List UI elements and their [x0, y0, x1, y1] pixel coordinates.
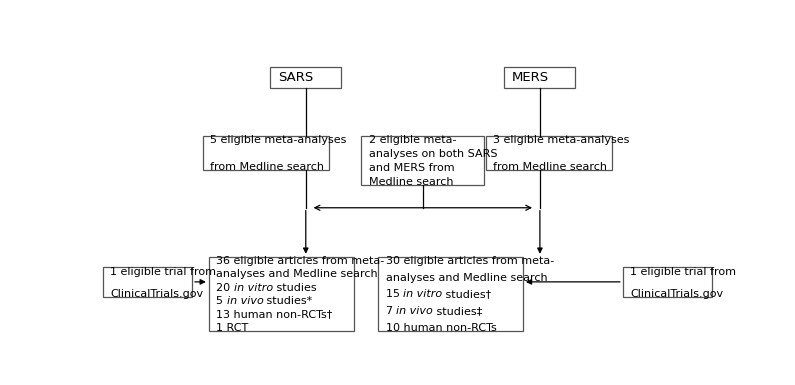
Bar [203, 136, 329, 170]
Text: Medline search: Medline search [369, 177, 453, 187]
Bar [270, 67, 341, 88]
Bar [378, 257, 523, 331]
Text: 15: 15 [386, 290, 403, 300]
Text: 10 human non-RCTs: 10 human non-RCTs [386, 323, 496, 333]
Text: 13 human non-RCTs†: 13 human non-RCTs† [216, 310, 332, 320]
Text: analyses on both SARS: analyses on both SARS [369, 149, 497, 159]
Text: 2 eligible meta-: 2 eligible meta- [369, 135, 456, 145]
Bar [486, 136, 612, 170]
Text: 20: 20 [216, 283, 234, 293]
Bar [505, 67, 576, 88]
Text: analyses and Medline search: analyses and Medline search [216, 270, 378, 280]
Text: from Medline search: from Medline search [494, 162, 607, 172]
Text: SARS: SARS [277, 71, 313, 84]
Text: ClinicalTrials.gov: ClinicalTrials.gov [630, 289, 723, 299]
Bar [103, 267, 192, 297]
Text: 5: 5 [216, 296, 227, 306]
Text: studies*: studies* [263, 296, 312, 306]
Text: 30 eligible articles from meta-: 30 eligible articles from meta- [386, 256, 554, 266]
Text: 36 eligible articles from meta-: 36 eligible articles from meta- [216, 256, 384, 266]
Text: studies‡: studies‡ [433, 306, 482, 316]
Bar [622, 267, 712, 297]
Text: 1 eligible trial from: 1 eligible trial from [630, 266, 736, 276]
Text: in vitro: in vitro [403, 290, 442, 300]
Text: 7: 7 [386, 306, 396, 316]
Text: and MERS from: and MERS from [369, 163, 454, 173]
Text: from Medline search: from Medline search [210, 162, 324, 172]
Text: ClinicalTrials.gov: ClinicalTrials.gov [111, 289, 204, 299]
Text: in vivo: in vivo [227, 296, 263, 306]
Text: 1 RCT: 1 RCT [216, 323, 248, 333]
Bar [209, 257, 354, 331]
Text: studies: studies [273, 283, 316, 293]
Text: 5 eligible meta-analyses: 5 eligible meta-analyses [210, 135, 347, 145]
Text: MERS: MERS [512, 71, 549, 84]
Bar [361, 136, 484, 185]
Text: studies†: studies† [442, 290, 491, 300]
Text: in vitro: in vitro [234, 283, 273, 293]
Text: 1 eligible trial from: 1 eligible trial from [111, 266, 216, 276]
Text: in vivo: in vivo [396, 306, 433, 316]
Text: 3 eligible meta-analyses: 3 eligible meta-analyses [494, 135, 630, 145]
Text: analyses and Medline search: analyses and Medline search [386, 273, 547, 283]
